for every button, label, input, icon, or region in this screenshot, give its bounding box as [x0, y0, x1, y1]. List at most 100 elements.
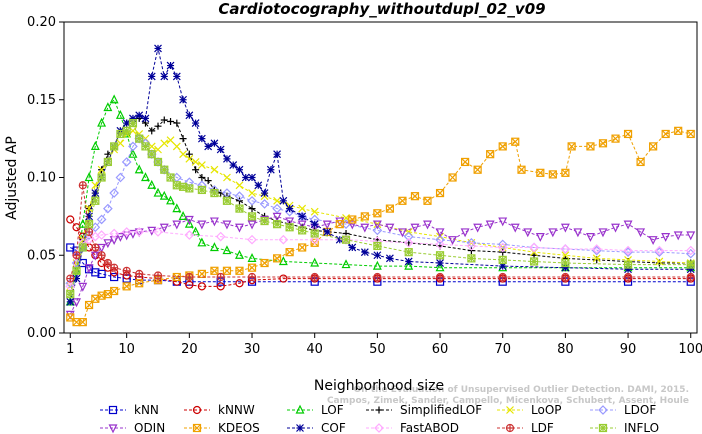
data-point-loop-22: [210, 165, 219, 174]
data-point-inflo-28: [298, 226, 307, 235]
y-tick-label: 0.15: [27, 93, 56, 108]
data-point-fastabod-9: [153, 227, 163, 237]
data-point-odin-31: [385, 223, 395, 233]
data-point-odin-53: [661, 232, 671, 242]
legend-item-inflo: INFLO: [590, 421, 659, 434]
data-point-odin-45: [560, 223, 570, 233]
data-point-odin-13: [159, 223, 169, 233]
data-point-cof-4: [91, 189, 100, 197]
data-point-fastabod-7: [121, 227, 132, 237]
data-point-fastabod-19: [466, 241, 477, 251]
data-point-odin-30: [372, 220, 382, 230]
data-point-cof-30: [254, 181, 263, 190]
data-point-cof-15: [160, 72, 169, 81]
data-point-odin-5: [97, 243, 107, 253]
data-point-ldf-11: [185, 272, 194, 282]
series-kdeos: [66, 126, 695, 327]
data-point-ldf-5: [97, 251, 106, 260]
data-point-fastabod-17: [403, 237, 414, 248]
data-point-kdeos-47: [623, 129, 633, 139]
legend-label: FastABOD: [400, 421, 459, 434]
data-point-cof-17: [172, 72, 181, 81]
legend-marker-knnw: [192, 405, 202, 415]
data-point-odin-1: [72, 298, 82, 308]
data-point-cof-46: [498, 262, 507, 271]
legend-marker-fastabod: [374, 423, 384, 433]
data-point-odin-28: [347, 220, 357, 230]
data-point-ldf-3: [84, 227, 94, 237]
data-point-loop-24: [235, 181, 244, 190]
data-point-knn-6: [110, 272, 119, 282]
data-point-kdeos-30: [410, 192, 420, 201]
data-point-kdeos-51: [674, 126, 683, 135]
data-point-fastabod-6: [109, 228, 119, 239]
data-point-kdeos-32: [435, 188, 445, 198]
data-point-kdeos-31: [423, 196, 432, 205]
data-point-lof-7: [109, 94, 119, 104]
data-point-odin-20: [247, 220, 257, 230]
legend-marker-simplifiedlof: [375, 406, 383, 414]
data-point-cof-23: [210, 139, 219, 148]
data-point-cof-0: [66, 297, 75, 306]
data-point-odin-37: [460, 228, 470, 238]
data-point-odin-34: [423, 220, 432, 230]
data-point-simplifiedlof-41: [593, 256, 601, 264]
legend-label: SimplifiedLOF: [400, 403, 482, 417]
data-point-lof-8: [115, 109, 125, 119]
legend-label: kNNW: [218, 403, 255, 417]
data-point-kdeos-9: [135, 279, 144, 288]
data-point-kdeos-15: [222, 266, 232, 275]
data-point-ldf-16: [435, 272, 445, 282]
data-point-inflo-36: [529, 257, 539, 266]
data-point-simplifiedlof-13: [148, 127, 156, 135]
data-point-kdeos-18: [260, 258, 269, 268]
data-point-lof-30: [404, 260, 414, 270]
data-point-inflo-9: [122, 126, 131, 135]
legend-marker-ldof: [598, 405, 608, 415]
data-point-kdeos-7: [110, 286, 119, 296]
data-point-ldf-12: [216, 272, 225, 282]
data-point-lof-14: [153, 187, 163, 197]
data-point-cof-33: [273, 150, 282, 159]
data-point-odin-26: [322, 220, 332, 230]
data-point-lof-19: [184, 218, 194, 228]
data-point-lof-24: [235, 249, 244, 259]
data-point-ldf-18: [561, 272, 570, 282]
data-point-kdeos-33: [448, 173, 457, 182]
data-point-kdeos-2: [78, 318, 87, 327]
data-point-inflo-0: [66, 290, 75, 299]
data-point-ldof-9: [121, 157, 132, 167]
data-point-odin-14: [172, 220, 182, 230]
data-point-odin-17: [209, 217, 219, 227]
data-point-cof-48: [624, 265, 632, 274]
chart-title: Cardiotocography_withoutdupl_02_v09: [218, 0, 545, 18]
data-point-ldof-7: [109, 188, 119, 198]
y-axis-title: Adjusted AP: [4, 136, 20, 220]
x-tick-label: 30: [244, 342, 261, 357]
data-point-simplifiedlof-27: [248, 205, 256, 213]
series-ldf: [66, 181, 695, 283]
data-point-lof-4: [90, 141, 100, 150]
data-point-ldof-24: [272, 203, 282, 214]
data-point-lof-17: [172, 203, 182, 213]
data-point-kdeos-37: [498, 142, 507, 151]
data-point-kdeos-42: [561, 168, 570, 177]
data-point-fastabod-10: [184, 230, 195, 240]
series-inflo: [66, 118, 695, 299]
data-point-simplifiedlof-17: [173, 119, 181, 127]
legend-item-knn: kNN: [100, 403, 159, 417]
data-point-cof-40: [348, 243, 357, 252]
data-point-odin-38: [473, 223, 483, 233]
data-point-odin-11: [134, 228, 144, 238]
x-tick-label: 100: [678, 342, 702, 357]
data-point-lof-6: [103, 102, 113, 112]
data-point-kdeos-35: [473, 165, 482, 174]
data-point-odin-8: [115, 232, 125, 242]
y-tick-label: 0.20: [27, 15, 56, 30]
data-point-kdeos-45: [598, 139, 608, 148]
legend-marker-lof: [295, 404, 305, 414]
data-point-cof-16: [166, 61, 175, 70]
data-point-odin-15: [184, 215, 194, 225]
data-point-simplifiedlof-18: [179, 135, 187, 143]
data-point-inflo-3: [84, 220, 94, 229]
